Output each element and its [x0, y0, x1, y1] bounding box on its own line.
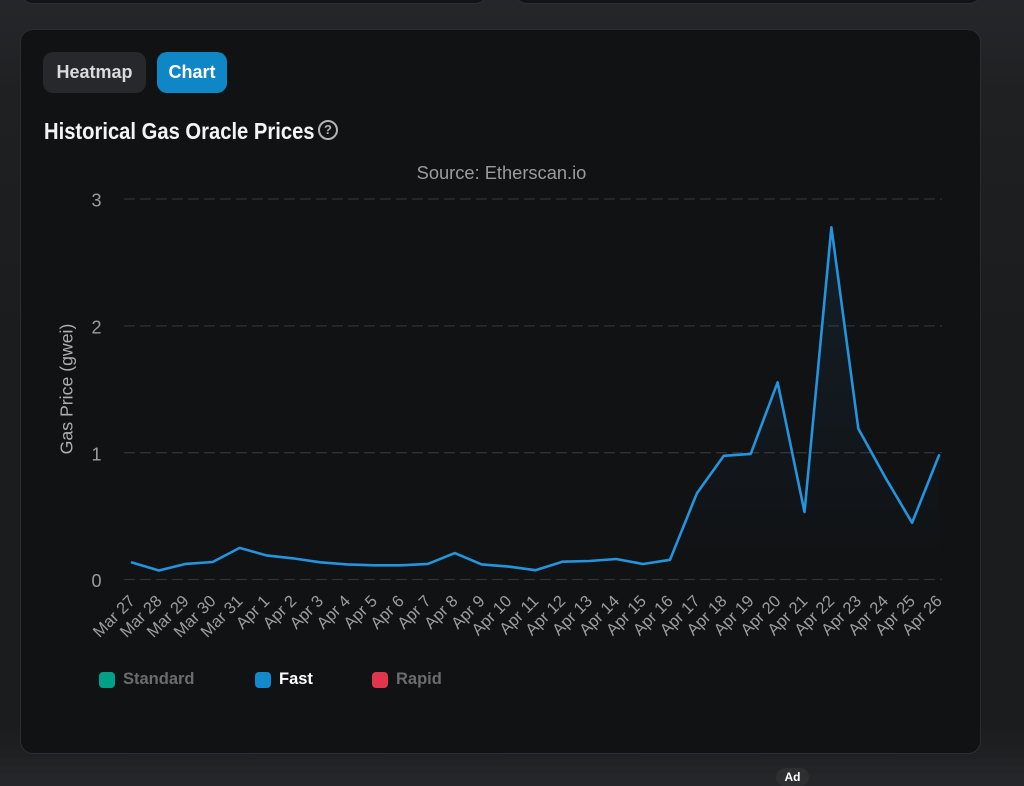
svg-text:0: 0 — [91, 571, 101, 591]
svg-text:Gas Price (gwei): Gas Price (gwei) — [57, 324, 77, 455]
svg-text:3: 3 — [91, 191, 101, 211]
svg-text:Source: Etherscan.io: Source: Etherscan.io — [417, 162, 587, 183]
svg-text:2: 2 — [91, 318, 101, 338]
svg-text:1: 1 — [91, 444, 101, 464]
